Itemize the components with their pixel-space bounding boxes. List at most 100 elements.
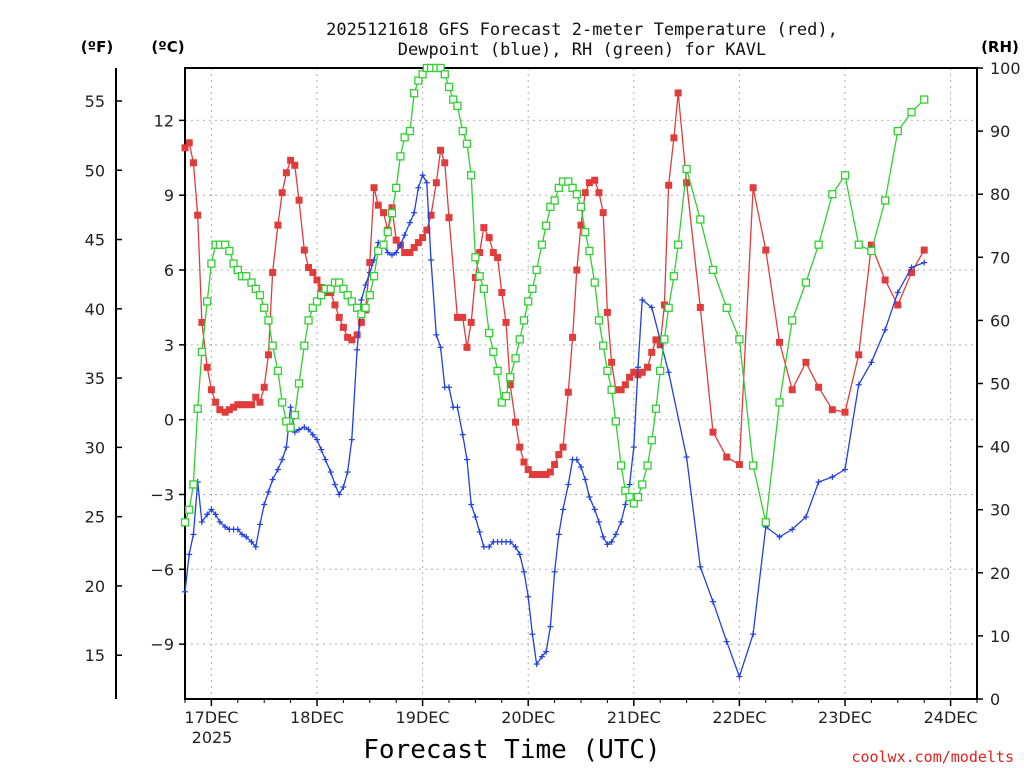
temperature-point	[626, 373, 634, 381]
rh-point	[374, 246, 383, 256]
rh-point	[357, 309, 366, 319]
temperature-point	[291, 161, 299, 169]
dewpoint-point	[815, 479, 822, 486]
dewpoint-point	[406, 219, 413, 226]
dewpoint-point	[296, 426, 303, 433]
temperature-point	[555, 451, 563, 459]
dewpoint-point	[468, 501, 475, 508]
rh-point	[611, 417, 620, 426]
rh-point	[268, 341, 277, 350]
rh-point	[532, 265, 541, 275]
temperature-point	[489, 249, 497, 257]
rh-point	[840, 171, 850, 180]
dewpoint-point	[829, 474, 836, 481]
rh-point	[233, 265, 242, 275]
temperature-point	[644, 363, 652, 371]
dewpoint-point	[776, 533, 783, 540]
rh-point	[396, 152, 405, 161]
rh-point	[444, 82, 454, 92]
temperature-point	[419, 234, 427, 242]
temperature-point	[230, 403, 238, 411]
dewpoint-point	[573, 456, 580, 463]
dewpoint-point	[384, 249, 391, 256]
temperature-point	[608, 358, 616, 366]
dewpoint-point	[626, 481, 633, 488]
dewpoint-point	[204, 511, 211, 518]
rh-point	[564, 177, 573, 186]
chart-title-line-2: Dewpoint (blue), RH (green) for KAVL	[398, 40, 766, 60]
rh-tick-label: 60	[990, 311, 1010, 330]
temperature-point	[392, 236, 400, 244]
temperature-point	[357, 318, 365, 326]
dewpoint-point	[340, 484, 347, 491]
rh-point	[180, 518, 190, 527]
dewpoint-point	[212, 511, 219, 518]
rh-point	[361, 303, 370, 312]
temperature-point	[908, 269, 916, 277]
rh-point	[621, 486, 630, 495]
dewpoint-point	[608, 538, 615, 545]
temperature-point	[683, 179, 691, 187]
temperature-point	[696, 303, 704, 311]
rh-point	[599, 341, 608, 350]
x-axis-title: Forecast Time (UTC)	[363, 735, 660, 765]
rh-point	[462, 139, 472, 148]
dewpoint-point	[198, 518, 205, 525]
temperature-point	[370, 184, 378, 192]
dewpoint-point	[182, 588, 188, 595]
temperature-point	[638, 368, 646, 376]
temperature-point	[374, 201, 382, 209]
dewpoint-point	[216, 518, 223, 525]
dewpoint-point	[261, 501, 268, 508]
rh-point	[907, 108, 916, 117]
rh-point	[436, 63, 445, 73]
dewpoint-point	[234, 526, 241, 533]
rh-point	[189, 480, 198, 489]
temperature-point	[621, 381, 629, 389]
temperature-point	[203, 363, 211, 371]
rh-point	[339, 284, 348, 294]
dewpoint-point	[423, 179, 430, 186]
dewpoint-point	[894, 289, 901, 296]
rh-point	[282, 417, 291, 426]
rh-point	[576, 202, 586, 211]
rh-point	[264, 316, 273, 325]
temperature-point	[181, 144, 189, 152]
temperature-point	[274, 221, 282, 229]
dewpoint-point	[248, 538, 255, 545]
temperature-point	[453, 313, 461, 321]
dewpoint-point	[547, 623, 554, 630]
dewpoint-point	[301, 424, 308, 431]
temperature-point	[542, 471, 550, 479]
dewpoint-point	[279, 456, 286, 463]
rh-point	[203, 297, 212, 306]
dewpoint-point	[433, 331, 440, 338]
temperature-point	[612, 386, 620, 394]
temperature-point	[603, 308, 611, 316]
rh-point	[590, 278, 599, 287]
dewpoint-point	[239, 531, 246, 538]
fahrenheit-tick-label: 15	[85, 646, 105, 665]
rh-point	[674, 240, 683, 249]
rh-point	[290, 410, 299, 420]
dewpoint-point	[665, 369, 672, 376]
rh-point	[497, 398, 506, 407]
temperature-point	[401, 249, 409, 257]
rh-point	[801, 278, 811, 287]
rh-point	[352, 303, 362, 312]
rh-point	[343, 291, 352, 300]
rh-point	[546, 202, 555, 211]
temperature-point	[802, 358, 810, 366]
temperature-point	[828, 406, 836, 414]
dewpoint-point	[750, 631, 757, 638]
rh-point	[347, 297, 356, 306]
temperature-point	[185, 139, 193, 147]
rh-point	[410, 89, 419, 98]
temperature-point	[348, 336, 356, 344]
temperature-point	[591, 176, 599, 184]
temperature-point	[467, 318, 475, 326]
rh-point	[369, 272, 379, 281]
rh-point	[511, 354, 520, 363]
rh-point	[229, 259, 238, 268]
dewpoint-point	[291, 429, 298, 436]
